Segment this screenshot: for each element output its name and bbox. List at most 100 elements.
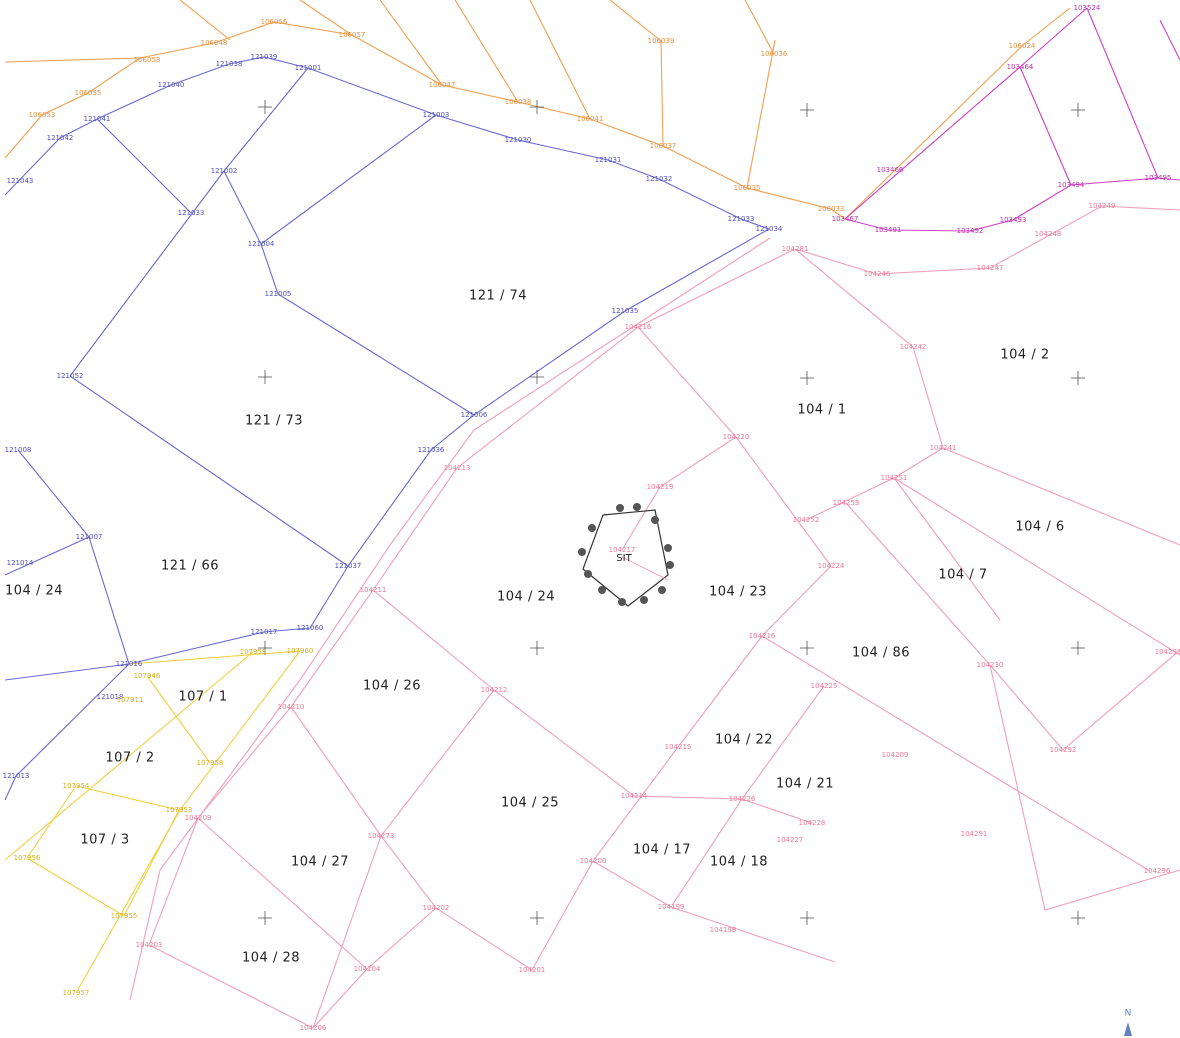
vertex-label: 104213 <box>444 464 471 472</box>
vertex-label: 106024 <box>1009 42 1036 50</box>
vertex-label: 104200 <box>580 857 607 865</box>
site-label: SIT <box>616 553 632 564</box>
vertex-label: 104204 <box>354 965 381 973</box>
site-dot <box>618 598 626 606</box>
parcel-label: 121 / 73 <box>245 414 303 429</box>
vertex-label: 104296 <box>1144 867 1171 875</box>
vertex-label: 104215 <box>665 743 692 751</box>
vertex-label: 106035 <box>734 184 761 192</box>
vertex-label: 107946 <box>134 672 161 680</box>
vertex-label: 104248 <box>1035 230 1062 238</box>
parcel-label: 121 / 74 <box>469 289 527 304</box>
site-dot <box>633 503 641 511</box>
vertex-label: 121016 <box>116 660 143 668</box>
vertex-label: 106055 <box>75 89 102 97</box>
vertex-label: 103466 <box>877 166 904 174</box>
vertex-label: 121033 <box>178 209 205 217</box>
site-dot <box>616 504 624 512</box>
vertex-label: 121038 <box>216 60 243 68</box>
site-dot <box>598 586 606 594</box>
vertex-label: 121052 <box>57 372 84 380</box>
parcel-label: 104 / 2 <box>1000 348 1049 363</box>
vertex-label: 107911 <box>117 696 144 704</box>
vertex-label: 104226 <box>729 795 756 803</box>
vertex-label: 106033 <box>818 205 845 213</box>
vertex-label: 121032 <box>646 175 673 183</box>
vertex-label: 121042 <box>47 134 74 142</box>
vertex-label: 104292 <box>1050 746 1077 754</box>
vertex-label: 107955 <box>111 912 138 920</box>
vertex-label: 104242 <box>900 343 927 351</box>
vertex-label: 121004 <box>248 240 275 248</box>
vertex-label: 104293 <box>1155 648 1180 656</box>
vertex-label: 106056 <box>261 18 288 26</box>
parcel-label: 104 / 25 <box>501 796 559 811</box>
vertex-label: 103491 <box>875 226 902 234</box>
vertex-label: 104214 <box>621 792 648 800</box>
vertex-label: 121001 <box>295 64 322 72</box>
vertex-label: 121035 <box>612 307 639 315</box>
vertex-label: 121043 <box>7 177 34 185</box>
vertex-label: 104206 <box>300 1024 327 1032</box>
vertex-label: 104246 <box>864 270 891 278</box>
vertex-label: 104199 <box>658 903 685 911</box>
parcel-label: 104 / 27 <box>291 855 349 870</box>
parcel-label: 104 / 86 <box>852 646 910 661</box>
vertex-label: 107959 <box>240 648 267 656</box>
vertex-label: 121060 <box>297 624 324 632</box>
vertex-label: 103495 <box>1145 174 1172 182</box>
site-dot <box>664 544 672 552</box>
vertex-label: 104219 <box>647 483 674 491</box>
vertex-label: 107957 <box>63 989 90 997</box>
vertex-label: 121039 <box>251 53 278 61</box>
vertex-label: 121040 <box>158 81 185 89</box>
parcel-label: 104 / 1 <box>797 403 846 418</box>
site-dot <box>584 570 592 578</box>
vertex-label: 121036 <box>418 446 445 454</box>
vertex-label: 104273 <box>368 832 395 840</box>
vertex-label: 106039 <box>648 37 675 45</box>
vertex-label: 103524 <box>1074 4 1101 12</box>
vertex-label: 107954 <box>63 782 90 790</box>
vertex-label: 121002 <box>211 167 238 175</box>
vertex-label: 121034 <box>756 225 783 233</box>
vertex-label: 104225 <box>811 682 838 690</box>
vertex-label: 103494 <box>1058 181 1085 189</box>
vertex-label: 104224 <box>818 562 845 570</box>
vertex-label: 121008 <box>5 446 32 454</box>
vertex-label: 104202 <box>423 904 450 912</box>
vertex-label: 104228 <box>799 819 826 827</box>
vertex-label: 107956 <box>14 854 41 862</box>
vertex-label: 121037 <box>335 562 362 570</box>
vertex-label: 121014 <box>7 559 34 567</box>
parcel-label: 104 / 23 <box>709 585 767 600</box>
vertex-label: 106053 <box>29 111 56 119</box>
parcel-label: 104 / 26 <box>363 679 421 694</box>
vertex-label: 106041 <box>577 115 604 123</box>
vertex-label: 104203 <box>136 941 163 949</box>
vertex-label: 121033 <box>728 215 755 223</box>
vertex-label: 107953 <box>166 806 193 814</box>
vertex-label: 121013 <box>3 772 30 780</box>
vertex-label: 121005 <box>265 290 292 298</box>
vertex-label: 104212 <box>481 686 508 694</box>
map: 121 / 74121 / 73121 / 66104 / 24104 / 21… <box>0 0 1180 1038</box>
site-dot <box>658 586 666 594</box>
vertex-label: 121031 <box>595 156 622 164</box>
vertex-label: 104210 <box>278 703 305 711</box>
site-dot <box>640 596 648 604</box>
parcel-label: 107 / 2 <box>105 751 154 766</box>
vertex-label: 106057 <box>339 31 366 39</box>
vertex-label: 121017 <box>251 628 278 636</box>
vertex-label: 106058 <box>134 56 161 64</box>
vertex-label: 104216 <box>749 632 776 640</box>
vertex-label: 107960 <box>287 647 314 655</box>
north-label: N <box>1125 1009 1132 1019</box>
vertex-label: 104209 <box>882 751 909 759</box>
vertex-label: 104249 <box>1089 202 1116 210</box>
vertex-label: 104198 <box>710 926 737 934</box>
vertex-label: 121030 <box>505 136 532 144</box>
vertex-label: 104281 <box>782 245 809 253</box>
vertex-label: 121003 <box>423 111 450 119</box>
parcel-label: 104 / 6 <box>1015 520 1064 535</box>
